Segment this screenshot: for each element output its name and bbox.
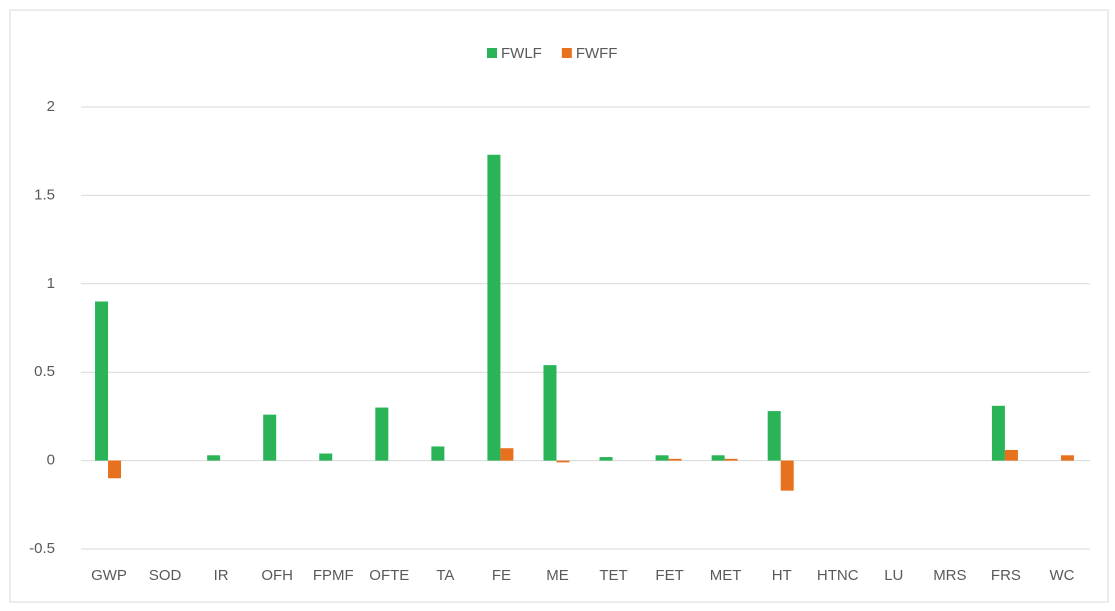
y-tick-label: 2 bbox=[47, 98, 55, 115]
bar bbox=[95, 301, 109, 461]
bar bbox=[431, 446, 445, 461]
bar bbox=[1004, 449, 1018, 461]
x-tick-label: SOD bbox=[149, 567, 182, 584]
x-tick-label: MET bbox=[710, 567, 742, 584]
y-tick-label: 1 bbox=[47, 275, 55, 292]
bar bbox=[207, 455, 221, 461]
legend-label: FWLF bbox=[501, 45, 542, 62]
x-tick-label: TET bbox=[599, 567, 627, 584]
x-tick-label: HTNC bbox=[817, 567, 859, 584]
bar bbox=[991, 405, 1005, 461]
x-tick-label: FE bbox=[492, 567, 511, 584]
x-tick-label: LU bbox=[884, 567, 903, 584]
bar bbox=[711, 455, 725, 461]
bar bbox=[599, 457, 613, 461]
bar bbox=[543, 365, 557, 461]
bar bbox=[487, 154, 501, 461]
x-tick-label: FRS bbox=[991, 567, 1021, 584]
bar bbox=[668, 458, 682, 461]
bar bbox=[375, 407, 389, 461]
x-tick-label: OFH bbox=[261, 567, 293, 584]
y-tick-label: 0.5 bbox=[34, 363, 55, 380]
chart-frame bbox=[9, 9, 1109, 603]
y-tick-label: -0.5 bbox=[29, 540, 55, 557]
x-tick-label: FET bbox=[655, 567, 683, 584]
legend-swatch bbox=[561, 48, 572, 58]
bar bbox=[263, 414, 277, 461]
bar bbox=[319, 453, 333, 461]
x-tick-label: FPMF bbox=[313, 567, 354, 584]
x-tick-label: HT bbox=[772, 567, 792, 584]
bar bbox=[767, 411, 781, 461]
y-tick-label: 0 bbox=[47, 452, 55, 469]
y-tick-label: 1.5 bbox=[34, 186, 55, 203]
x-tick-label: MRS bbox=[933, 567, 966, 584]
bar bbox=[556, 460, 570, 463]
x-tick-label: WC bbox=[1049, 567, 1074, 584]
x-tick-label: GWP bbox=[91, 567, 127, 584]
bar bbox=[1060, 455, 1074, 461]
bar bbox=[655, 455, 669, 461]
bar bbox=[500, 448, 514, 461]
x-tick-label: OFTE bbox=[369, 567, 409, 584]
x-tick-label: ME bbox=[546, 567, 569, 584]
x-tick-label: IR bbox=[214, 567, 229, 584]
bar bbox=[724, 458, 738, 461]
legend-swatch bbox=[487, 48, 497, 58]
x-tick-label: TA bbox=[436, 567, 454, 584]
bar bbox=[108, 460, 122, 479]
legend-label: FWFF bbox=[576, 45, 618, 62]
bar bbox=[780, 460, 794, 491]
